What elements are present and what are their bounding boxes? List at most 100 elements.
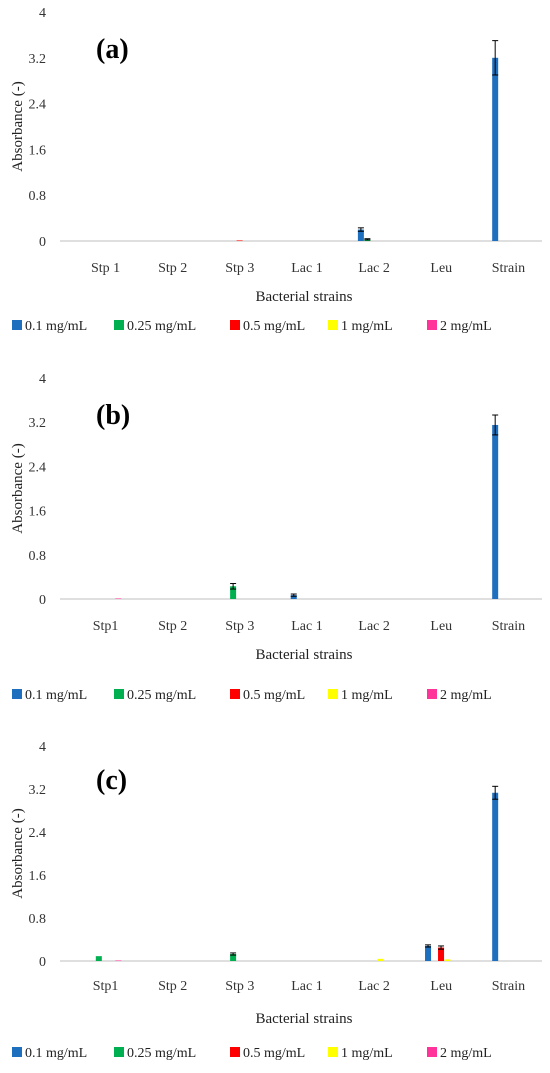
chart-panel-c: 0 0.8 1.6 2.4 3.2 4 Absorbance (-) (c) Stp1 Stp 2…: [0, 716, 550, 1073]
bar: [492, 57, 499, 241]
x-axis-title: Bacterial strains: [255, 289, 352, 305]
bar: [95, 956, 102, 961]
legend-swatch: [328, 1047, 338, 1057]
x-tick-label: Lac 1: [291, 979, 322, 994]
legend-label: 0.1 mg/mL: [25, 319, 87, 334]
y-tick-label: 4: [39, 740, 46, 755]
x-tick-label: Stp 3: [225, 979, 254, 994]
bar: [230, 586, 237, 599]
chart-panel-a: 0 0.8 1.6 2.4 3.2 4 Absorbance (-) (a) Stp 1 Stp …: [0, 0, 550, 358]
error-bar: [357, 227, 364, 232]
x-tick-label: Stp1: [93, 619, 119, 634]
legend-swatch: [328, 689, 338, 699]
y-tick-label: 1.6: [29, 869, 47, 884]
y-tick-label: 2.4: [29, 826, 47, 841]
legend-swatch: [12, 1047, 22, 1057]
y-tick-label: 0.8: [29, 549, 47, 564]
legend-swatch: [230, 1047, 240, 1057]
x-tick-label: Leu: [430, 619, 452, 634]
legend-label: 0.5 mg/mL: [243, 1046, 305, 1061]
legend: 0.1 mg/mL 0.25 mg/mL 0.5 mg/mL 1 mg/mL 2 mg/…: [12, 688, 492, 703]
legend-label: 0.25 mg/mL: [127, 319, 196, 334]
error-bar: [364, 238, 371, 241]
legend-swatch: [427, 320, 437, 330]
error-bar: [425, 944, 432, 948]
x-tick-label: Stp 3: [225, 261, 254, 276]
y-tick-label: 2.4: [29, 460, 47, 475]
x-tick-label: Stp 1: [91, 261, 120, 276]
legend-swatch: [12, 320, 22, 330]
x-tick-label: Strain: [492, 261, 525, 276]
bar: [377, 958, 384, 961]
panel-label: (b): [96, 400, 130, 431]
legend-swatch: [12, 689, 22, 699]
legend-swatch: [114, 689, 124, 699]
y-tick-label: 0: [39, 955, 46, 970]
legend-label: 0.1 mg/mL: [25, 1046, 87, 1061]
y-axis-title: Absorbance (-): [10, 808, 26, 898]
y-tick-label: 1.6: [29, 505, 47, 520]
bar: [115, 960, 122, 961]
error-bar: [492, 40, 499, 76]
legend-label: 0.1 mg/mL: [25, 688, 87, 703]
bar: [357, 229, 364, 241]
x-tick-label: Stp1: [93, 979, 119, 994]
y-tick-label: 3.2: [29, 783, 47, 798]
legend-label: 0.5 mg/mL: [243, 688, 305, 703]
legend-swatch: [230, 320, 240, 330]
x-tick-label: Lac 1: [291, 261, 322, 276]
legend-label: 0.25 mg/mL: [127, 1046, 196, 1061]
legend-swatch: [114, 320, 124, 330]
chart-c-svg: 0 0.8 1.6 2.4 3.2 4 Absorbance (-) (c) Stp1 Stp 2…: [10, 740, 542, 1061]
error-bar: [492, 785, 499, 800]
bar: [492, 792, 499, 961]
y-tick-label: 0: [39, 235, 46, 250]
legend-swatch: [230, 689, 240, 699]
y-tick-label: 4: [39, 372, 46, 387]
x-tick-label: Lac 2: [358, 261, 389, 276]
legend-label: 1 mg/mL: [341, 319, 393, 334]
x-tick-label: Leu: [430, 979, 452, 994]
y-axis-title: Absorbance (-): [10, 443, 26, 533]
x-axis-title: Bacterial strains: [255, 1011, 352, 1027]
legend-label: 0.5 mg/mL: [243, 319, 305, 334]
legend-label: 0.25 mg/mL: [127, 688, 196, 703]
bar: [236, 240, 243, 241]
legend: 0.1 mg/mL 0.25 mg/mL 0.5 mg/mL 1 mg/mL 2 mg/…: [12, 1046, 492, 1061]
bar: [230, 954, 237, 961]
panel-label: (c): [96, 765, 127, 796]
error-bar: [438, 945, 445, 950]
y-tick-label: 1.6: [29, 143, 47, 158]
bar: [492, 424, 499, 599]
legend-swatch: [328, 320, 338, 330]
legend-label: 2 mg/mL: [440, 1046, 492, 1061]
error-bar: [290, 593, 297, 597]
x-tick-label: Strain: [492, 619, 525, 634]
y-tick-label: 0.8: [29, 189, 47, 204]
bar: [444, 959, 451, 961]
y-tick-label: 3.2: [29, 416, 47, 431]
bar: [425, 945, 432, 961]
x-axis-title: Bacterial strains: [255, 647, 352, 663]
legend-swatch: [427, 1047, 437, 1057]
legend-label: 2 mg/mL: [440, 319, 492, 334]
bar: [115, 598, 122, 599]
y-tick-label: 3.2: [29, 52, 47, 67]
chart-panel-b: 0 0.8 1.6 2.4 3.2 4 Absorbance (-) (b) Stp1 Stp 2…: [0, 358, 550, 716]
chart-a-svg: 0 0.8 1.6 2.4 3.2 4 Absorbance (-) (a) Stp 1 Stp …: [10, 6, 542, 334]
x-tick-label: Lac 2: [358, 979, 389, 994]
y-tick-label: 2.4: [29, 98, 47, 113]
bar: [290, 595, 297, 599]
legend-label: 2 mg/mL: [440, 688, 492, 703]
x-tick-label: Stp 2: [158, 261, 187, 276]
x-tick-label: Lac 1: [291, 619, 322, 634]
legend-swatch: [427, 689, 437, 699]
y-tick-label: 0.8: [29, 912, 47, 927]
error-bar: [230, 583, 237, 590]
chart-b-svg: 0 0.8 1.6 2.4 3.2 4 Absorbance (-) (b) Stp1 Stp 2…: [10, 372, 542, 703]
bar: [438, 947, 445, 961]
x-tick-label: Leu: [430, 261, 452, 276]
x-tick-label: Lac 2: [358, 619, 389, 634]
panel-label: (a): [96, 34, 129, 65]
error-bar: [230, 952, 237, 956]
